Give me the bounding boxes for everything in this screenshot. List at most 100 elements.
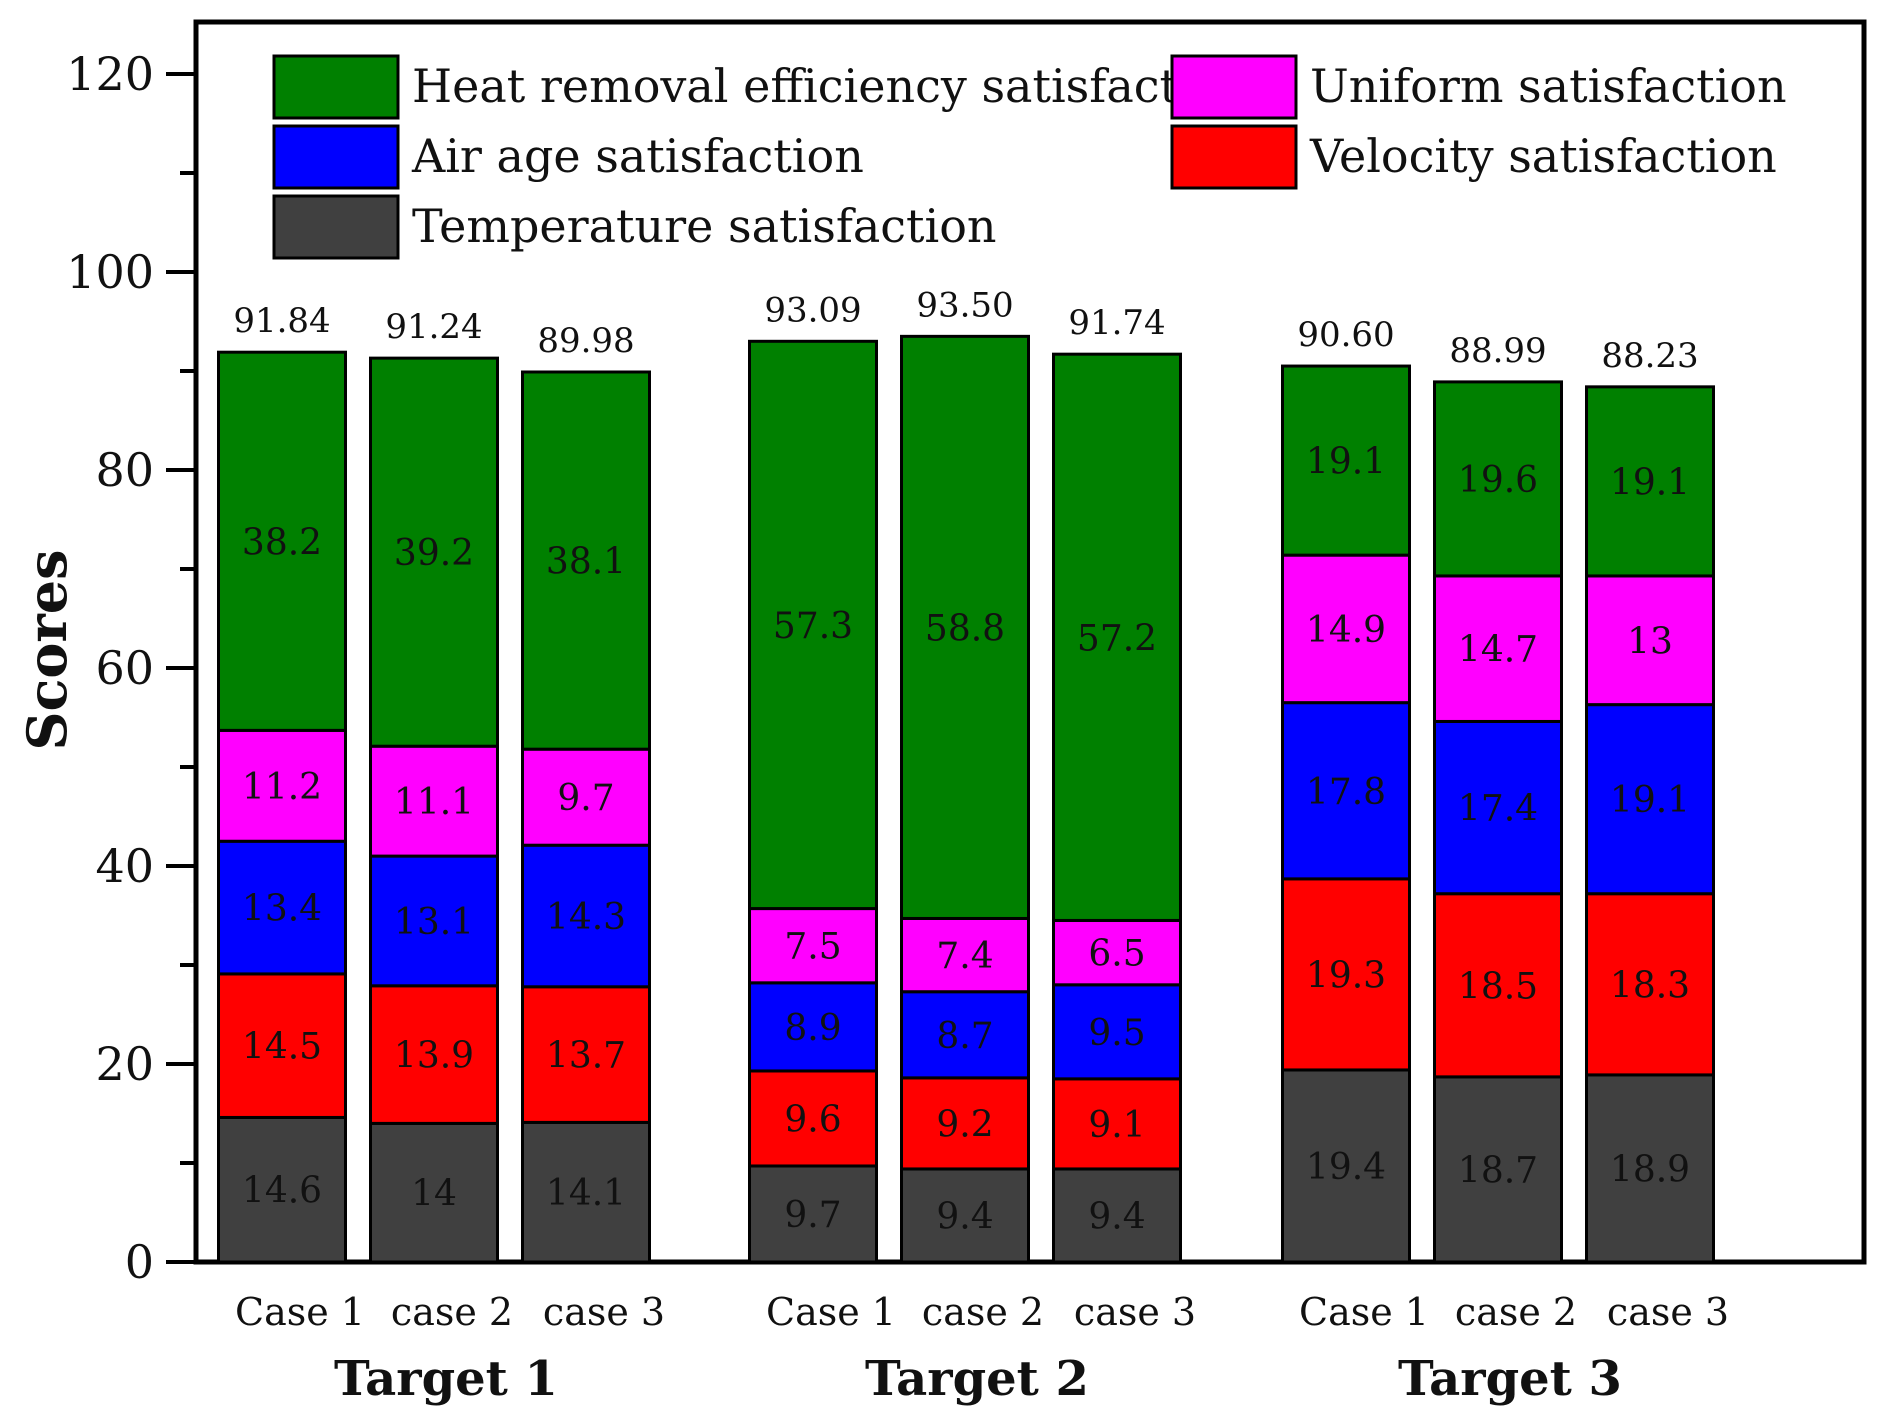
segment-data-label: 18.5 — [1458, 966, 1538, 1007]
bar-segment — [521, 747, 651, 847]
x-axis-labels: Case 1 case 2 case 3 Target 1 Case 1 case 2 ca… — [235, 1290, 1729, 1407]
segment-data-label: 58.8 — [925, 608, 1005, 649]
bar-segment — [1585, 703, 1715, 896]
bar-segment — [217, 350, 347, 732]
bar-segment — [1433, 380, 1563, 578]
segment-data-label: 13.4 — [242, 889, 322, 930]
segment-data-label: 13.9 — [394, 1036, 474, 1077]
segment-data-label: 8.9 — [784, 1008, 841, 1049]
segment-data-label: 19.1 — [1610, 462, 1690, 503]
y-tick-label: 120 — [66, 47, 154, 101]
y-axis-title: Scores — [15, 549, 79, 750]
x-group-label: Target 1 — [334, 1351, 558, 1407]
bar-segment — [1281, 364, 1411, 557]
bar-segment — [1433, 892, 1563, 1079]
bar-segment — [1433, 574, 1563, 723]
y-tick-label: 20 — [95, 1037, 154, 1091]
bar-segment — [1585, 385, 1715, 578]
bar-total-label: 90.60 — [1297, 315, 1394, 355]
segment-data-label: 13 — [1627, 621, 1673, 662]
legend-label: Temperature satisfaction — [412, 199, 997, 253]
legend-label: Uniform satisfaction — [1310, 59, 1787, 113]
bar-segment — [521, 370, 651, 751]
bar-segment — [369, 744, 499, 858]
y-tick-label: 40 — [95, 839, 154, 893]
bar-segment — [1052, 918, 1182, 987]
bar-segment — [369, 854, 499, 988]
segment-data-label: 17.8 — [1306, 772, 1386, 813]
y-tick-label: 0 — [125, 1235, 154, 1289]
segment-data-label: 9.2 — [936, 1104, 993, 1145]
x-tick-label: case 2 — [922, 1290, 1044, 1334]
bar-segment — [748, 907, 878, 985]
x-tick-label: case 2 — [391, 1290, 513, 1334]
y-axis: 0 20 40 60 80 100 120 — [66, 47, 196, 1289]
bar-segment — [369, 1121, 499, 1264]
x-tick-label: case 3 — [543, 1290, 665, 1334]
bar-total-label: 93.50 — [916, 285, 1013, 325]
legend: Heat removal efficiency satisfaction Air … — [272, 54, 1787, 260]
legend-swatch — [1170, 124, 1298, 190]
bar-total-label: 88.23 — [1601, 336, 1698, 376]
segment-data-label: 9.1 — [1088, 1105, 1145, 1146]
segment-data-label: 13.7 — [546, 1036, 626, 1077]
bar-segment — [1585, 574, 1715, 707]
segment-data-label: 14.7 — [1458, 630, 1538, 671]
segment-data-label: 14 — [411, 1174, 457, 1215]
y-tick-label: 80 — [95, 443, 154, 497]
segment-data-label: 7.5 — [784, 927, 841, 968]
bar-segment — [1052, 1077, 1182, 1171]
x-tick-label: case 2 — [1455, 1290, 1577, 1334]
segment-data-label: 14.9 — [1306, 610, 1386, 651]
bar-segment — [1433, 719, 1563, 896]
bar-total-label: 91.24 — [385, 307, 482, 347]
segment-data-label: 9.4 — [936, 1196, 993, 1237]
bar-segment — [1281, 1068, 1411, 1264]
bar-segment — [1281, 701, 1411, 881]
segment-data-label: 9.4 — [1088, 1196, 1145, 1237]
segment-data-label: 18.9 — [1610, 1149, 1690, 1190]
legend-label: Velocity satisfaction — [1309, 129, 1777, 183]
segment-data-label: 57.3 — [773, 606, 853, 647]
segment-data-label: 8.7 — [936, 1016, 993, 1057]
bar-total-label: 91.74 — [1068, 303, 1165, 343]
x-tick-label: case 3 — [1607, 1290, 1729, 1334]
segment-data-label: 9.7 — [784, 1195, 841, 1236]
segment-data-label: 13.1 — [394, 902, 474, 943]
segment-data-label: 18.3 — [1610, 965, 1690, 1006]
segment-data-label: 11.2 — [242, 767, 322, 808]
bar-segment — [748, 339, 878, 911]
bar-segment — [521, 843, 651, 989]
segment-data-label: 19.3 — [1306, 955, 1386, 996]
y-tick-label: 60 — [95, 641, 154, 695]
segment-data-label: 9.7 — [557, 778, 614, 819]
x-group-label: Target 3 — [1398, 1351, 1622, 1407]
segment-data-label: 14.6 — [242, 1171, 322, 1212]
bar-segment — [1052, 983, 1182, 1081]
x-tick-label: Case 1 — [235, 1290, 365, 1334]
segment-data-label: 19.4 — [1306, 1147, 1386, 1188]
x-tick-label: Case 1 — [766, 1290, 896, 1334]
legend-swatch — [272, 124, 400, 190]
x-group-label: Target 2 — [865, 1351, 1089, 1407]
bar-segment — [369, 984, 499, 1125]
segment-data-label: 14.1 — [546, 1173, 626, 1214]
legend-swatch — [272, 54, 400, 120]
bar-total-label: 88.99 — [1449, 331, 1546, 371]
legend-label: Air age satisfaction — [411, 129, 864, 183]
bar-segment — [521, 1120, 651, 1264]
bar-total-label: 93.09 — [764, 290, 861, 330]
bar-total-label: 89.98 — [537, 321, 634, 361]
segment-data-label: 11.1 — [394, 782, 474, 823]
y-tick-label: 100 — [66, 245, 154, 299]
bar-segment — [1585, 1073, 1715, 1264]
segment-data-label: 9.5 — [1088, 1013, 1145, 1054]
legend-swatch — [1170, 54, 1298, 120]
legend-label: Heat removal efficiency satisfaction — [412, 59, 1250, 113]
bar-segment — [1052, 352, 1182, 922]
segment-data-label: 19.1 — [1610, 780, 1690, 821]
bar-segment — [1281, 877, 1411, 1072]
segment-data-label: 39.2 — [394, 533, 474, 574]
segment-data-label: 38.2 — [242, 522, 322, 563]
